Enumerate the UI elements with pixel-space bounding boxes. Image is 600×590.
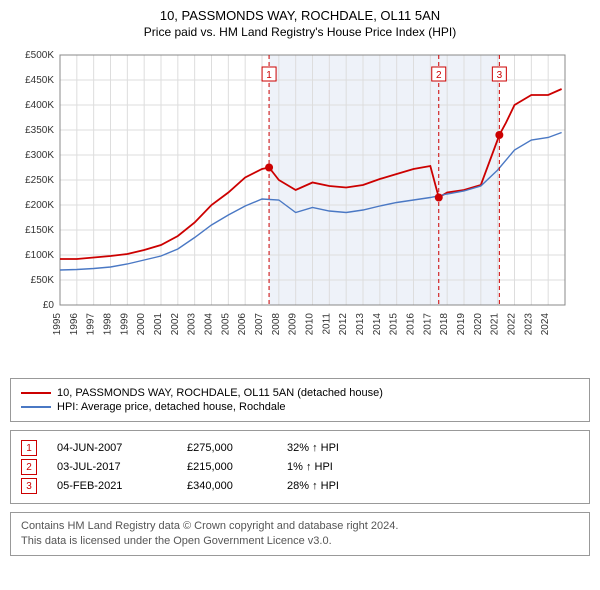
svg-text:1998: 1998 xyxy=(103,313,114,336)
svg-text:1997: 1997 xyxy=(86,313,97,336)
sale-marker-icon: 2 xyxy=(21,459,37,475)
svg-text:2021: 2021 xyxy=(490,313,501,336)
line-chart-svg: £0 £50K £100K £150K £200K £250K £300K £350K £400… xyxy=(10,45,570,365)
svg-text:2019: 2019 xyxy=(456,313,467,336)
svg-text:1: 1 xyxy=(266,70,272,81)
svg-text:2014: 2014 xyxy=(372,313,383,336)
legend-label: HPI: Average price, detached house, Roch… xyxy=(57,401,286,413)
sale-row: 2 03-JUL-2017 £215,000 1% ↑ HPI xyxy=(21,459,579,475)
sale-marker-icon: 1 xyxy=(21,440,37,456)
sale-pct: 32% ↑ HPI xyxy=(287,442,377,454)
sale-date: 04-JUN-2007 xyxy=(57,442,167,454)
svg-text:£400K: £400K xyxy=(25,100,54,111)
sale-date: 03-JUL-2017 xyxy=(57,461,167,473)
chart-subtitle: Price paid vs. HM Land Registry's House … xyxy=(10,25,590,39)
sale-marker-icon: 3 xyxy=(21,478,37,494)
svg-text:2018: 2018 xyxy=(439,313,450,336)
svg-text:2004: 2004 xyxy=(204,313,215,336)
legend-row: HPI: Average price, detached house, Roch… xyxy=(21,401,579,413)
sale-row: 1 04-JUN-2007 £275,000 32% ↑ HPI xyxy=(21,440,579,456)
legend-swatch xyxy=(21,392,51,394)
svg-text:£150K: £150K xyxy=(25,225,54,236)
svg-text:£450K: £450K xyxy=(25,75,54,86)
svg-text:£50K: £50K xyxy=(31,275,55,286)
svg-text:2007: 2007 xyxy=(254,313,265,336)
sale-pct: 28% ↑ HPI xyxy=(287,480,377,492)
sale-date: 05-FEB-2021 xyxy=(57,480,167,492)
svg-text:2016: 2016 xyxy=(406,313,417,336)
sale-price: £215,000 xyxy=(187,461,267,473)
svg-text:£100K: £100K xyxy=(25,250,54,261)
sale-pct: 1% ↑ HPI xyxy=(287,461,377,473)
svg-text:2020: 2020 xyxy=(473,313,484,336)
svg-text:2002: 2002 xyxy=(170,313,181,336)
legend-row: 10, PASSMONDS WAY, ROCHDALE, OL11 5AN (d… xyxy=(21,387,579,399)
sales-box: 1 04-JUN-2007 £275,000 32% ↑ HPI 2 03-JU… xyxy=(10,430,590,504)
footer-box: Contains HM Land Registry data © Crown c… xyxy=(10,512,590,556)
svg-text:£0: £0 xyxy=(43,300,55,311)
svg-text:£350K: £350K xyxy=(25,125,54,136)
svg-text:2: 2 xyxy=(436,70,442,81)
sale-row: 3 05-FEB-2021 £340,000 28% ↑ HPI xyxy=(21,478,579,494)
footer-line: This data is licensed under the Open Gov… xyxy=(21,534,579,549)
svg-text:2010: 2010 xyxy=(305,313,316,336)
svg-text:£500K: £500K xyxy=(25,50,54,61)
sale-price: £340,000 xyxy=(187,480,267,492)
svg-text:1999: 1999 xyxy=(119,313,130,336)
footer-line: Contains HM Land Registry data © Crown c… xyxy=(21,519,579,534)
svg-text:2022: 2022 xyxy=(507,313,518,336)
svg-text:2005: 2005 xyxy=(220,313,231,336)
svg-text:1996: 1996 xyxy=(69,313,80,336)
svg-text:2024: 2024 xyxy=(540,313,551,336)
svg-text:1995: 1995 xyxy=(52,313,63,336)
legend-label: 10, PASSMONDS WAY, ROCHDALE, OL11 5AN (d… xyxy=(57,387,383,399)
svg-text:2009: 2009 xyxy=(288,313,299,336)
sale-price: £275,000 xyxy=(187,442,267,454)
chart-container: 10, PASSMONDS WAY, ROCHDALE, OL11 5AN Pr… xyxy=(0,0,600,566)
legend-box: 10, PASSMONDS WAY, ROCHDALE, OL11 5AN (d… xyxy=(10,378,590,422)
chart-plot: £0 £50K £100K £150K £200K £250K £300K £350K £400… xyxy=(10,45,590,370)
svg-text:2012: 2012 xyxy=(338,313,349,336)
svg-text:3: 3 xyxy=(497,70,503,81)
svg-text:2013: 2013 xyxy=(355,313,366,336)
svg-text:2011: 2011 xyxy=(321,313,332,335)
chart-title: 10, PASSMONDS WAY, ROCHDALE, OL11 5AN xyxy=(10,8,590,23)
svg-text:£250K: £250K xyxy=(25,175,54,186)
svg-text:2001: 2001 xyxy=(153,313,164,336)
svg-text:2006: 2006 xyxy=(237,313,248,336)
legend-swatch xyxy=(21,406,51,408)
svg-text:£300K: £300K xyxy=(25,150,54,161)
svg-text:£200K: £200K xyxy=(25,200,54,211)
svg-text:2000: 2000 xyxy=(136,313,147,336)
svg-text:2003: 2003 xyxy=(187,313,198,336)
svg-text:2017: 2017 xyxy=(422,313,433,336)
svg-text:2015: 2015 xyxy=(389,313,400,336)
svg-text:2008: 2008 xyxy=(271,313,282,336)
svg-text:2023: 2023 xyxy=(523,313,534,336)
